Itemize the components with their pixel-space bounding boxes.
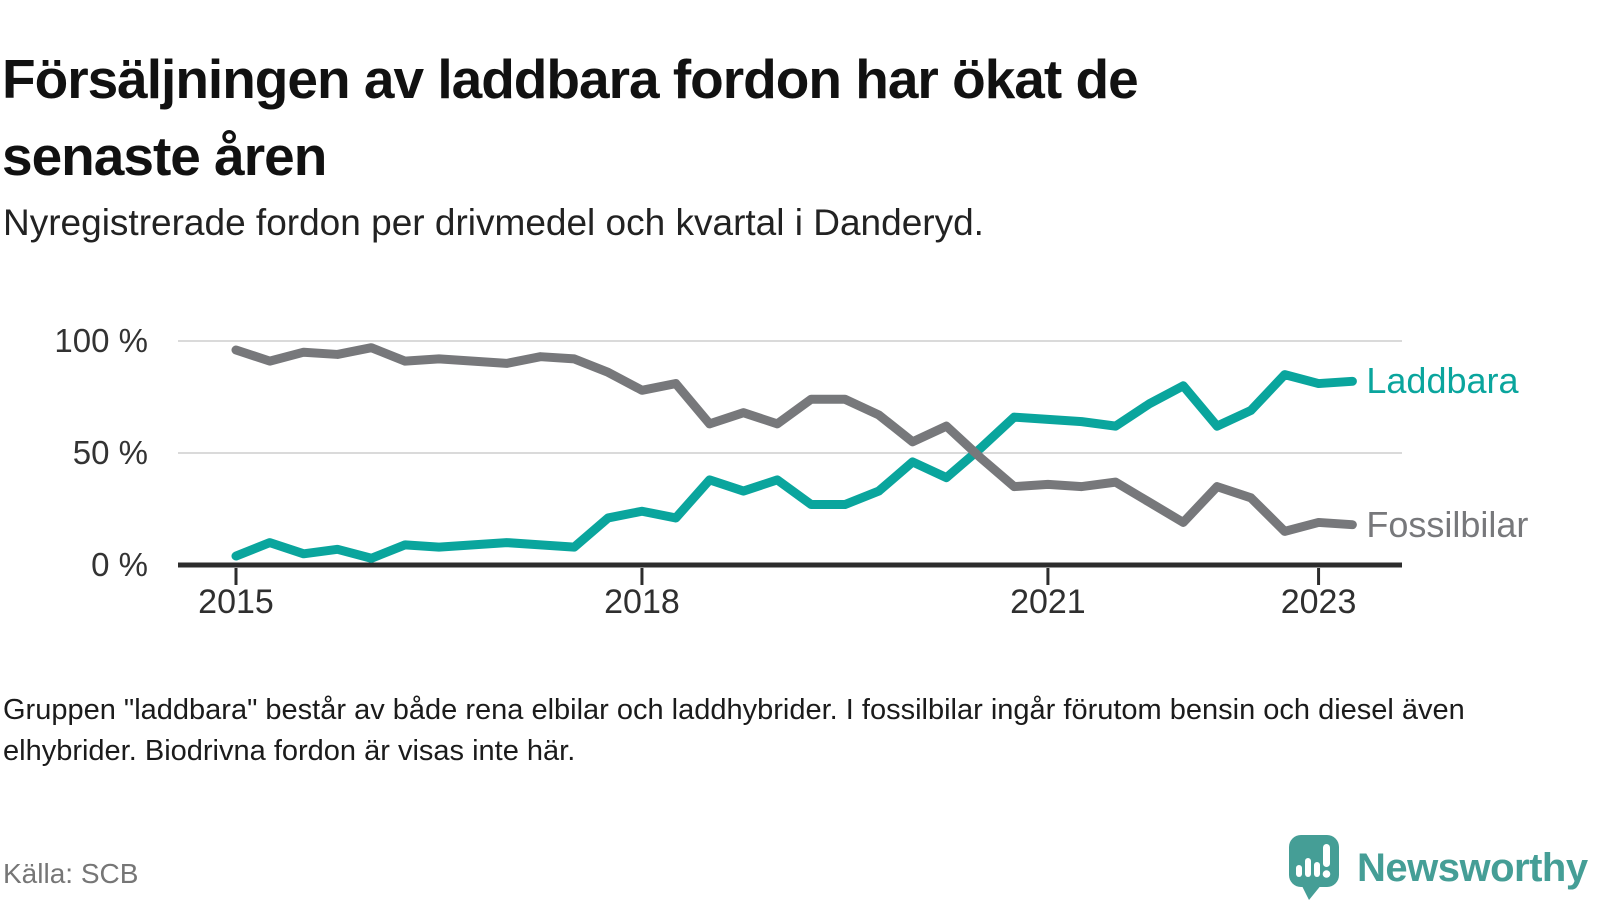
newsworthy-logo: Newsworthy	[1288, 834, 1588, 900]
y-axis-tick-label: 50 %	[72, 434, 148, 471]
x-axis-tick-label: 2018	[604, 583, 680, 621]
line-laddbara	[231, 370, 1357, 563]
newsworthy-logo-text: Newsworthy	[1357, 845, 1588, 890]
y-axis-tick-label: 100 %	[54, 322, 148, 359]
line-fossilbilar	[231, 343, 1357, 536]
source-credit: Källa: SCB	[3, 858, 139, 889]
series-label-fossilbilar: Fossilbilar	[1366, 503, 1529, 545]
series-label-laddbara: Laddbara	[1366, 360, 1519, 402]
x-axis-tick-label: 2015	[198, 583, 274, 621]
page-title: Försäljningen av laddbara fordon har öka…	[2, 41, 1139, 195]
chart-footnote: Gruppen "laddbara" består av både rena e…	[3, 694, 1465, 767]
newsworthy-logo-icon	[1289, 835, 1339, 900]
title-line-1: Försäljningen av laddbara fordon har öka…	[2, 47, 1139, 110]
title-line-2: senaste åren	[2, 124, 327, 187]
y-axis-tick-label: 0 %	[91, 546, 148, 583]
x-axis-tick-label: 2023	[1280, 583, 1357, 621]
x-axis-tick-label: 2021	[1010, 583, 1086, 621]
chart-subtitle: Nyregistrerade fordon per drivmedel och …	[3, 202, 984, 243]
